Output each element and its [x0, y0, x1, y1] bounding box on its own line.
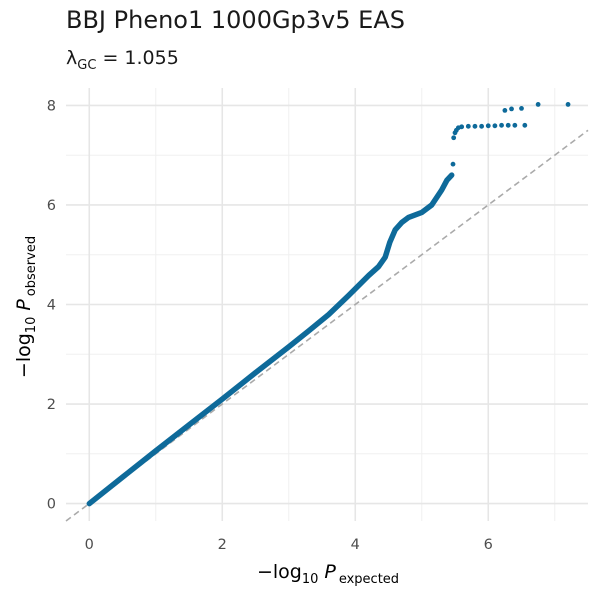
- qq-point: [502, 107, 508, 113]
- lambda-symbol: λ: [66, 47, 78, 69]
- qq-point: [512, 122, 518, 128]
- y-tick-label: 0: [47, 497, 56, 513]
- qq-point: [505, 122, 511, 128]
- chart-title: BBJ Pheno1 1000Gp3v5 EAS: [66, 6, 405, 34]
- qq-point: [535, 102, 541, 107]
- qq-point: [519, 106, 524, 111]
- chart-subtitle: λGC = 1.055: [66, 47, 179, 73]
- y-axis-label: −log10Pobserved: [13, 236, 39, 378]
- qq-point: [485, 123, 491, 129]
- x-tick-label: 2: [218, 537, 227, 553]
- lambda-value: 1.055: [124, 47, 179, 69]
- qq-point: [465, 123, 471, 129]
- major-grid: [66, 88, 588, 521]
- y-tick-label: 8: [47, 98, 56, 114]
- y-tick-label: 4: [47, 298, 56, 314]
- qq-point-band: [86, 172, 455, 507]
- y-tick-label: 2: [47, 397, 56, 413]
- qq-point: [565, 102, 571, 107]
- qq-point: [499, 122, 504, 128]
- reference-line: [65, 129, 589, 522]
- lambda-equals: =: [96, 47, 125, 69]
- qq-point: [522, 122, 528, 128]
- x-tick-label: 4: [351, 537, 360, 553]
- qq-point: [451, 135, 457, 141]
- x-tick-label: 6: [484, 537, 493, 553]
- qq-point: [450, 161, 456, 167]
- x-tick-label: 0: [85, 537, 94, 553]
- qq-point: [509, 106, 514, 112]
- y-tick-label: 6: [47, 198, 56, 214]
- qq-point: [459, 124, 465, 130]
- x-axis-ticks: 0 2 4 6: [85, 537, 493, 553]
- y-axis-ticks: 0 2 4 6 8: [47, 98, 56, 512]
- qq-point: [492, 123, 498, 129]
- lambda-subscript: GC: [77, 57, 97, 73]
- qq-point: [479, 123, 485, 129]
- qq-point: [472, 123, 478, 129]
- data-points: [86, 102, 571, 507]
